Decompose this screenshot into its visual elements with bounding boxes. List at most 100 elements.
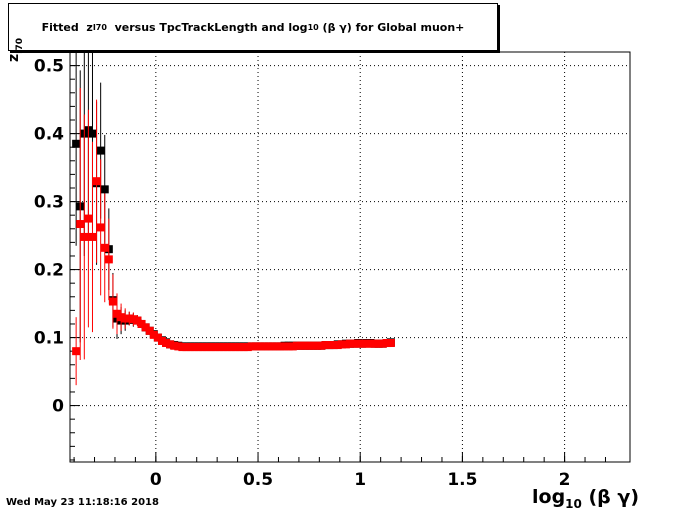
red-square-marker [288, 342, 297, 351]
x-tick-label: 1 [354, 470, 366, 490]
red-square-marker [378, 339, 387, 348]
red-square-marker [284, 342, 293, 351]
red-square-marker [145, 326, 154, 335]
red-square-marker [243, 343, 252, 352]
red-square-marker [100, 243, 109, 252]
red-square-marker [108, 297, 117, 306]
red-square-marker [382, 339, 391, 348]
red-square-marker [178, 343, 187, 352]
red-square-marker [231, 343, 240, 352]
red-square-marker [207, 343, 216, 352]
plot-frame [69, 51, 631, 463]
red-square-marker [239, 343, 248, 352]
red-square-marker [133, 316, 142, 325]
red-square-marker [251, 342, 260, 351]
y-tick-label: 0.5 [34, 57, 64, 77]
red-square-marker [104, 255, 113, 264]
red-square-marker [125, 314, 134, 323]
red-square-marker [182, 343, 191, 352]
title-z: z [86, 20, 93, 34]
red-square-marker [113, 309, 122, 318]
red-square-marker [358, 339, 367, 348]
red-square-marker [247, 342, 256, 351]
title-middle: versus TpcTrackLength and log [114, 20, 308, 34]
red-square-marker [362, 339, 371, 348]
red-square-marker [137, 319, 146, 328]
red-square-marker [174, 342, 183, 351]
red-square-marker [325, 341, 334, 350]
x-axis-label: log10 (β γ) [532, 486, 639, 511]
red-square-marker [268, 342, 277, 351]
y-axis-label: zI70 [6, 38, 25, 62]
red-square-marker [198, 343, 207, 352]
red-square-marker [219, 343, 228, 352]
red-square-marker [370, 339, 379, 348]
y-axis-label-sub: I70 [14, 37, 25, 54]
x-tick-label: 1.5 [447, 470, 477, 490]
red-square-marker [386, 339, 395, 348]
red-square-marker [235, 343, 244, 352]
black-square-marker [88, 129, 97, 138]
red-square-marker [149, 330, 158, 339]
red-square-marker [215, 343, 224, 352]
y-tick-label: 0.3 [34, 193, 64, 213]
red-square-marker [272, 342, 281, 351]
red-square-marker [333, 341, 342, 350]
red-square-marker [92, 177, 101, 186]
x-axis-label-main: log [532, 486, 566, 508]
red-square-marker [296, 341, 305, 350]
red-square-marker [121, 314, 130, 323]
red-square-marker [374, 339, 383, 348]
red-square-marker [301, 341, 310, 350]
title-log-sub: 10 [307, 22, 319, 32]
y-tick-label: 0 [52, 397, 64, 417]
red-square-marker [313, 341, 322, 350]
title-suffix: (β γ) for Global muon+ [322, 20, 465, 34]
x-tick-label: 0 [150, 470, 162, 490]
red-square-marker [227, 343, 236, 352]
red-square-marker [309, 341, 318, 350]
red-square-marker [190, 343, 199, 352]
red-square-marker [280, 342, 289, 351]
y-tick-label: 0.1 [34, 329, 64, 349]
red-square-marker [129, 315, 138, 324]
red-square-marker [260, 342, 269, 351]
x-axis-label-sub: 10 [565, 496, 582, 511]
red-square-marker [202, 343, 211, 352]
red-square-marker [264, 342, 273, 351]
title-z-sub: I70 [92, 22, 107, 32]
red-square-marker [117, 313, 126, 322]
red-square-marker [162, 339, 171, 348]
red-square-marker [366, 339, 375, 348]
black-square-marker [96, 146, 105, 155]
red-square-marker [223, 343, 232, 352]
red-square-marker [166, 340, 175, 349]
black-square-marker [72, 139, 81, 148]
red-square-marker [292, 341, 301, 350]
red-square-marker [80, 232, 89, 241]
timestamp: Wed May 23 11:18:16 2018 [6, 497, 159, 508]
red-square-marker [337, 340, 346, 349]
x-tick-label: 0.5 [243, 470, 273, 490]
red-square-marker [141, 323, 150, 332]
red-square-marker [256, 342, 265, 351]
black-square-marker [100, 185, 109, 194]
red-square-marker [186, 343, 195, 352]
red-square-marker [76, 220, 85, 229]
chart-title: Fitted z I70 versus TpcTrackLength and lo… [8, 3, 498, 51]
red-square-marker [84, 214, 93, 223]
red-square-marker [170, 341, 179, 350]
x-axis-label-suffix: (β γ) [588, 486, 640, 508]
y-tick-label: 0.4 [34, 125, 64, 145]
red-square-marker [96, 223, 105, 232]
red-square-marker [72, 347, 81, 356]
red-square-marker [329, 341, 338, 350]
red-square-marker [350, 339, 359, 348]
y-axis-label-main: z [6, 53, 22, 62]
red-square-marker [88, 232, 97, 241]
red-square-marker [194, 343, 203, 352]
title-prefix: Fitted [41, 20, 79, 34]
red-square-marker [341, 340, 350, 349]
red-square-marker [346, 339, 354, 348]
